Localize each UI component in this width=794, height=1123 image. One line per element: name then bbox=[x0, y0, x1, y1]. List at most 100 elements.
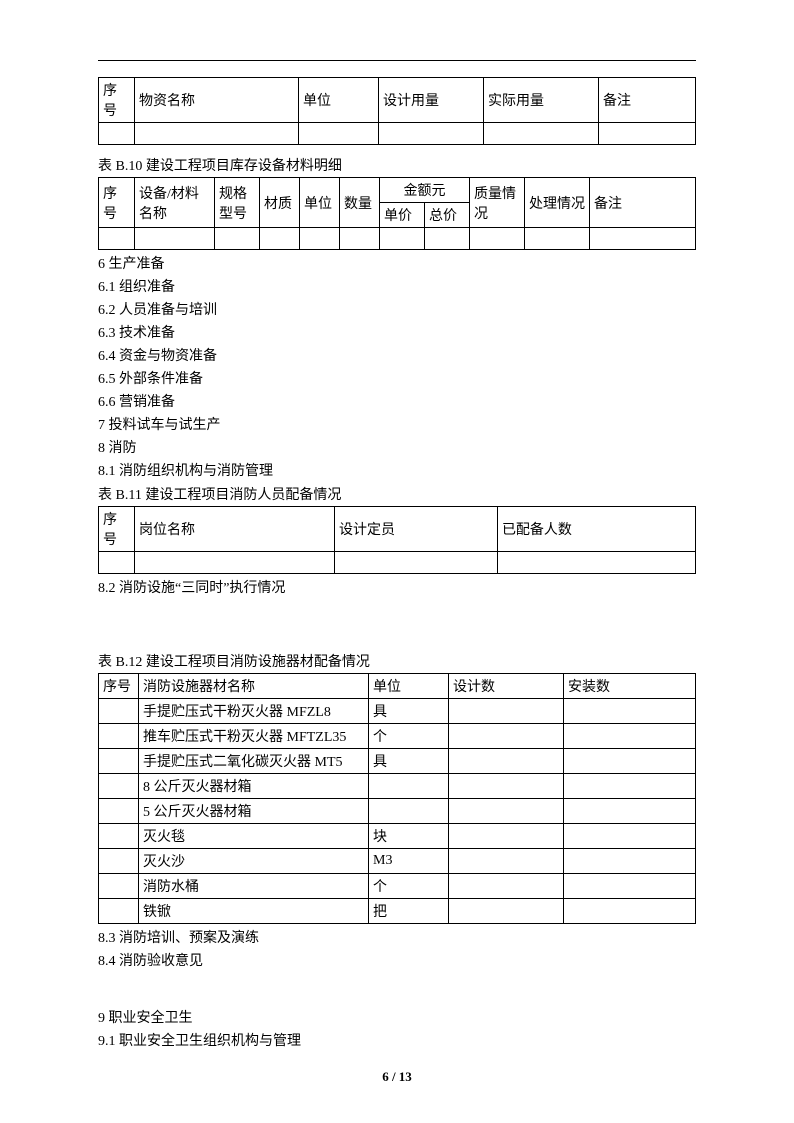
text-line: 6.4 资金与物资准备 bbox=[98, 346, 696, 367]
cell bbox=[449, 874, 564, 899]
cell bbox=[449, 774, 564, 799]
cell bbox=[449, 749, 564, 774]
cell: 消防水桶 bbox=[139, 874, 369, 899]
text-line: 6.6 营销准备 bbox=[98, 392, 696, 413]
cell-empty bbox=[484, 123, 599, 145]
th-remark: 备注 bbox=[599, 78, 696, 123]
th-unit: 单位 bbox=[369, 674, 449, 699]
text-line: 6 生产准备 bbox=[98, 254, 696, 275]
cell bbox=[99, 824, 139, 849]
cell-empty bbox=[300, 228, 340, 250]
table-inventory: 序号 设备/材料名称 规格型号 材质 单位 数量 金额元 质量情况 处理情况 备… bbox=[98, 177, 696, 250]
cell bbox=[99, 749, 139, 774]
cell bbox=[99, 799, 139, 824]
cell bbox=[449, 799, 564, 824]
cell: 把 bbox=[369, 899, 449, 924]
cell bbox=[99, 874, 139, 899]
horizontal-rule bbox=[98, 60, 696, 61]
cell bbox=[369, 799, 449, 824]
cell: 具 bbox=[369, 699, 449, 724]
cell-empty bbox=[135, 552, 335, 574]
table-row: 手提贮压式二氧化碳灭火器 MT5具 bbox=[99, 749, 696, 774]
text-line: 7 投料试车与试生产 bbox=[98, 415, 696, 436]
cell-empty bbox=[590, 228, 696, 250]
text-line: 8.3 消防培训、预案及演练 bbox=[98, 928, 696, 949]
cell-empty bbox=[135, 123, 299, 145]
th-actual: 实际用量 bbox=[484, 78, 599, 123]
th-seq: 序号 bbox=[99, 78, 135, 123]
cell bbox=[564, 874, 696, 899]
cell: 铁锨 bbox=[139, 899, 369, 924]
text-line: 9.1 职业安全卫生组织机构与管理 bbox=[98, 1031, 696, 1052]
cell-empty bbox=[425, 228, 470, 250]
cell: 推车贮压式干粉灭火器 MFTZL35 bbox=[139, 724, 369, 749]
table-fire-equipment: 序号 消防设施器材名称 单位 设计数 安装数 手提贮压式干粉灭火器 MFZL8具… bbox=[98, 673, 696, 924]
cell bbox=[564, 899, 696, 924]
cell-empty bbox=[599, 123, 696, 145]
cell bbox=[99, 724, 139, 749]
th-equip-name: 消防设施器材名称 bbox=[139, 674, 369, 699]
th-quality: 质量情况 bbox=[470, 178, 525, 228]
text-line: 6.3 技术准备 bbox=[98, 323, 696, 344]
table-row: 推车贮压式干粉灭火器 MFTZL35个 bbox=[99, 724, 696, 749]
cell bbox=[449, 724, 564, 749]
th-design-count: 设计定员 bbox=[335, 507, 498, 552]
th-design: 设计用量 bbox=[379, 78, 484, 123]
cell bbox=[449, 824, 564, 849]
cell bbox=[449, 899, 564, 924]
cell-empty bbox=[379, 123, 484, 145]
cell bbox=[564, 849, 696, 874]
text-line: 6.1 组织准备 bbox=[98, 277, 696, 298]
cell: 块 bbox=[369, 824, 449, 849]
cell-empty bbox=[135, 228, 215, 250]
cell: 灭火沙 bbox=[139, 849, 369, 874]
table-row: 铁锨把 bbox=[99, 899, 696, 924]
cell-empty bbox=[497, 552, 695, 574]
th-qty: 数量 bbox=[340, 178, 380, 228]
cell: 具 bbox=[369, 749, 449, 774]
page-footer: 6 / 13 bbox=[0, 1069, 794, 1085]
th-equipped-count: 已配备人数 bbox=[497, 507, 695, 552]
cell bbox=[449, 849, 564, 874]
th-spec: 规格型号 bbox=[215, 178, 260, 228]
cell bbox=[449, 699, 564, 724]
th-seq: 序号 bbox=[99, 178, 135, 228]
cell-empty bbox=[99, 123, 135, 145]
text-line: 9 职业安全卫生 bbox=[98, 1008, 696, 1029]
th-equip-name: 设备/材料名称 bbox=[135, 178, 215, 228]
th-post: 岗位名称 bbox=[135, 507, 335, 552]
cell bbox=[564, 799, 696, 824]
th-seq: 序号 bbox=[99, 674, 139, 699]
cell-empty bbox=[99, 552, 135, 574]
th-install-count: 安装数 bbox=[564, 674, 696, 699]
line-82: 8.2 消防设施“三同时”执行情况 bbox=[98, 578, 696, 599]
th-handle: 处理情况 bbox=[525, 178, 590, 228]
cell bbox=[564, 724, 696, 749]
th-design-count: 设计数 bbox=[449, 674, 564, 699]
cell: 个 bbox=[369, 874, 449, 899]
cell-empty bbox=[340, 228, 380, 250]
th-name: 物资名称 bbox=[135, 78, 299, 123]
table-materials-usage: 序号 物资名称 单位 设计用量 实际用量 备注 bbox=[98, 77, 696, 145]
cell bbox=[99, 899, 139, 924]
caption-b12: 表 B.12 建设工程项目消防设施器材配备情况 bbox=[98, 651, 696, 671]
table-row: 手提贮压式干粉灭火器 MFZL8具 bbox=[99, 699, 696, 724]
table-row: 8 公斤灭火器材箱 bbox=[99, 774, 696, 799]
cell-empty bbox=[260, 228, 300, 250]
th-seq: 序号 bbox=[99, 507, 135, 552]
th-amount: 金额元 bbox=[380, 178, 470, 203]
table-row: 5 公斤灭火器材箱 bbox=[99, 799, 696, 824]
after-t4-text: 8.3 消防培训、预案及演练8.4 消防验收意见 bbox=[98, 928, 696, 972]
cell: 手提贮压式干粉灭火器 MFZL8 bbox=[139, 699, 369, 724]
th-remark: 备注 bbox=[590, 178, 696, 228]
th-unitprice: 单价 bbox=[380, 203, 425, 228]
table-row: 消防水桶个 bbox=[99, 874, 696, 899]
cell: 手提贮压式二氧化碳灭火器 MT5 bbox=[139, 749, 369, 774]
table-row: 灭火毯块 bbox=[99, 824, 696, 849]
cell bbox=[564, 824, 696, 849]
cell-empty bbox=[99, 228, 135, 250]
cell-empty bbox=[380, 228, 425, 250]
cell bbox=[564, 749, 696, 774]
cell-empty bbox=[525, 228, 590, 250]
th-unit: 单位 bbox=[299, 78, 379, 123]
